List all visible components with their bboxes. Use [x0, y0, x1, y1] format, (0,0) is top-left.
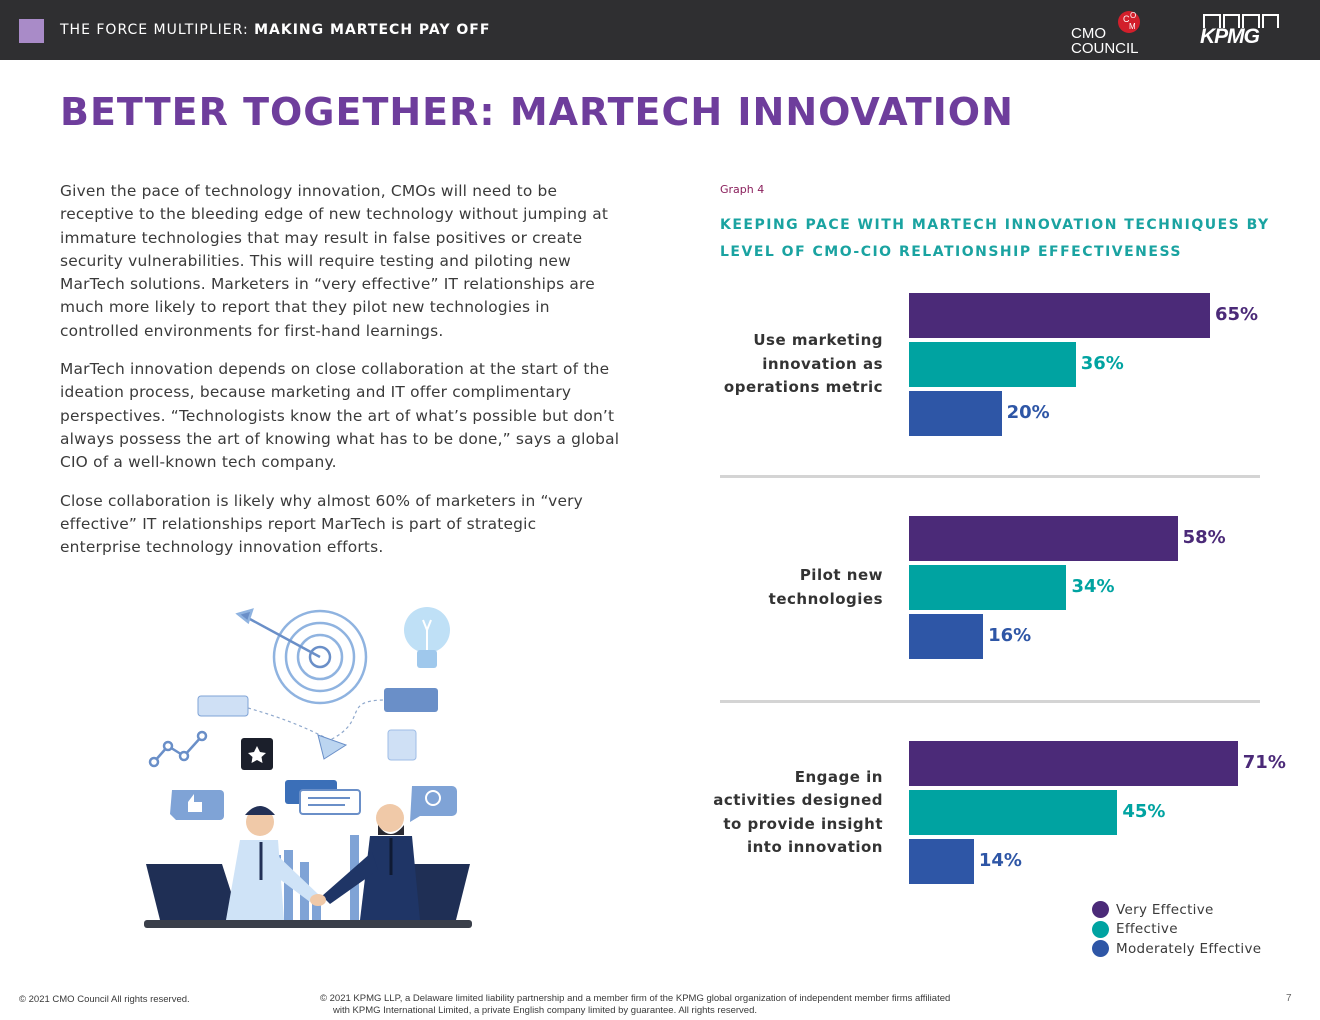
bar-value-label: 20% [1006, 402, 1050, 423]
category-label-line: operations metric [723, 378, 883, 397]
page-title: BETTER TOGETHER: MARTECH INNOVATION [60, 90, 1014, 134]
target-icon [235, 608, 368, 705]
header-title: THE FORCE MULTIPLIER: MAKING MARTECH PAY… [60, 22, 490, 38]
chat-card-icon [197, 695, 249, 717]
chat-card-icon [384, 688, 438, 712]
person-right-icon [322, 804, 420, 920]
category-label: Pilot new technologies [680, 564, 883, 611]
category-label-line: innovation as [762, 354, 883, 373]
legend-label: Effective [1116, 921, 1178, 938]
footer-line-2: with KPMG International Limited, a priva… [333, 1005, 758, 1016]
chat-bubble-icon [285, 780, 361, 815]
dotted-path [247, 699, 387, 741]
graph-label: Graph 4 [720, 183, 765, 196]
footer-copyright-kpmg: © 2021 KPMG LLP, a Delaware limited liab… [320, 993, 1080, 1017]
body-paragraph-2: MarTech innovation depends on close coll… [60, 360, 620, 472]
cmo-logo-text-1: CMO [1071, 25, 1106, 42]
bar-moderately-effective [909, 839, 974, 884]
page-number: 7 [1286, 993, 1292, 1004]
footer-line-1: © 2021 KPMG LLP, a Delaware limited liab… [320, 993, 951, 1004]
body-text: Given the pace of technology innovation,… [60, 180, 620, 574]
bar-value-label: 14% [978, 850, 1022, 871]
thumbs-up-icon [170, 790, 224, 820]
smiley-bubble-icon [410, 786, 457, 822]
bar-effective [909, 790, 1118, 835]
bar-very-effective [909, 293, 1210, 338]
body-paragraph-3: Close collaboration is likely why almost… [60, 491, 583, 557]
legend-dot-icon [1092, 920, 1109, 938]
footer-copyright-cmo: © 2021 CMO Council All rights reserved. [19, 994, 190, 1005]
legend-item-effective: Effective [1092, 920, 1261, 940]
kpmg-logo-text: KPMG [1200, 25, 1260, 48]
lightbulb-icon [404, 607, 450, 668]
bar-very-effective [909, 516, 1178, 561]
category-label-line: Use marketing [753, 331, 883, 350]
category-label: Use marketing innovation as operations met… [680, 329, 883, 400]
category-label-line: Pilot new [799, 566, 883, 584]
business-handshake-illustration [144, 607, 472, 928]
legend-item-moderately-effective: Moderately Effective [1092, 939, 1261, 959]
bar-moderately-effective [909, 614, 984, 659]
bar-value-label: 16% [988, 625, 1032, 646]
legend-dot-icon [1092, 940, 1109, 958]
header-title-bold: MAKING MARTECH PAY OFF [254, 22, 491, 38]
image-card-icon [387, 729, 417, 761]
bar-value-label: 45% [1122, 801, 1166, 822]
cmo-logo-text-2: COUNCIL [1071, 40, 1139, 57]
paper-plane-icon [317, 734, 348, 760]
legend-label: Very Effective [1116, 901, 1214, 918]
kpmg-logo: KPMG [1200, 12, 1280, 48]
svg-text:O: O [1130, 11, 1136, 20]
category-label-line: Engage in [794, 767, 883, 786]
legend-item-very-effective: Very Effective [1092, 900, 1261, 920]
header-bar: THE FORCE MULTIPLIER: MAKING MARTECH PAY… [0, 0, 1320, 60]
legend-dot-icon [1092, 901, 1109, 919]
bar-value-label: 65% [1215, 304, 1259, 325]
bar-very-effective [909, 741, 1238, 786]
header-accent-square [19, 19, 44, 43]
cmo-council-logo: C M O CMO COUNCIL [1068, 6, 1148, 56]
svg-text:C: C [1123, 14, 1130, 24]
handshake-icon [310, 894, 326, 906]
category-label-line: into innovation [746, 838, 883, 856]
bar-value-label: 36% [1080, 353, 1124, 374]
chart-divider [720, 700, 1260, 703]
category-label: Engage in activities designed to provide i… [680, 766, 883, 860]
category-label-line: technologies [768, 589, 883, 608]
chart-divider [720, 475, 1260, 478]
bar-effective [909, 342, 1076, 387]
bar-value-label: 58% [1182, 527, 1226, 548]
chart-legend: Very Effective Effective Moderately Effe… [1092, 900, 1261, 959]
body-paragraph-1: Given the pace of technology innovation,… [60, 182, 609, 340]
network-nodes-icon [148, 730, 208, 768]
bar-effective [909, 565, 1067, 610]
person-left-icon [226, 806, 318, 920]
category-label-line: to provide insight [723, 814, 883, 833]
bar-value-label: 34% [1071, 576, 1115, 597]
graph-title: KEEPING PACE WITH MARTECH INNOVATION TEC… [720, 217, 1270, 260]
cmo-logo-mark-icon: C M O [1118, 11, 1140, 33]
legend-label: Moderately Effective [1116, 940, 1262, 957]
header-title-prefix: THE FORCE MULTIPLIER: [60, 22, 255, 38]
kpmg-logo-boxes-icon [1203, 14, 1279, 28]
bar-value-label: 71% [1242, 752, 1286, 773]
category-label-line: activities designed [713, 791, 883, 809]
bar-moderately-effective [909, 391, 1002, 436]
svg-text:M: M [1129, 22, 1136, 31]
